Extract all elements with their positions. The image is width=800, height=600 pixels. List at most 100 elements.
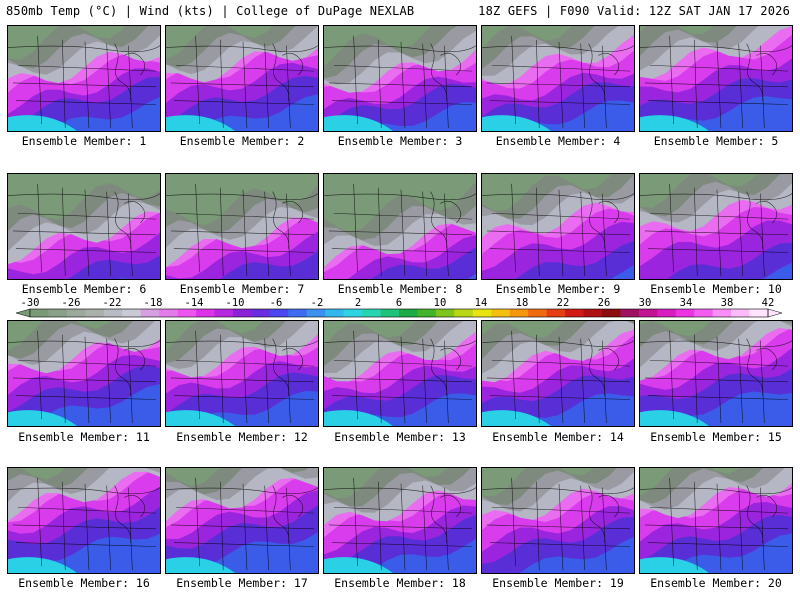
ensemble-member-label: Ensemble Member: 17 (176, 576, 308, 590)
colorbar-tick-label: 18 (515, 297, 529, 309)
ensemble-member-label: Ensemble Member: 7 (179, 282, 305, 296)
colorbar-tick-label: 26 (597, 297, 611, 309)
ensemble-map-panel (323, 320, 477, 427)
colorbar-swatch (417, 309, 437, 317)
ensemble-member-label: Ensemble Member: 14 (492, 430, 624, 444)
colorbar-swatch (435, 309, 455, 317)
colorbar-max-arrow (767, 308, 783, 318)
ensemble-map-panel (165, 467, 319, 574)
ensemble-map-panel (165, 173, 319, 280)
colorbar-swatch (454, 309, 474, 317)
ensemble-map-panel (165, 320, 319, 427)
chart-title: 850mb Temp (°C) | Wind (kts) | College o… (6, 4, 415, 18)
temperature-colorbar (15, 308, 783, 318)
ensemble-map-panel (7, 467, 161, 574)
colorbar-swatch (66, 309, 86, 317)
ensemble-member-label: Ensemble Member: 8 (337, 282, 463, 296)
colorbar-swatch (749, 309, 769, 317)
colorbar-swatch (325, 309, 344, 317)
colorbar-swatch (30, 309, 49, 317)
colorbar-swatch (675, 309, 695, 317)
colorbar-swatch (343, 309, 363, 317)
ensemble-map-panel (481, 25, 635, 132)
colorbar-swatch (472, 309, 492, 317)
colorbar-swatch (214, 309, 234, 317)
ensemble-map-panel (481, 320, 635, 427)
colorbar-tick-label: -18 (143, 297, 163, 309)
ensemble-member-label: Ensemble Member: 1 (21, 134, 147, 148)
colorbar-swatch (48, 309, 68, 317)
colorbar-swatch (509, 309, 529, 317)
colorbar-swatch (399, 309, 418, 317)
colorbar-swatch (140, 309, 160, 317)
run-valid-time: 18Z GEFS | F090 Valid: 12Z SAT JAN 17 20… (478, 4, 790, 18)
ensemble-member-label: Ensemble Member: 15 (650, 430, 782, 444)
ensemble-map-panel (323, 25, 477, 132)
colorbar-tick-label: 30 (638, 297, 652, 309)
ensemble-member-label: Ensemble Member: 20 (650, 576, 782, 590)
colorbar-swatch (528, 309, 547, 317)
colorbar-swatch (362, 309, 381, 317)
ensemble-map-panel (639, 467, 793, 574)
colorbar-swatch (491, 309, 510, 317)
colorbar-swatch (159, 309, 178, 317)
ensemble-map-panel (639, 173, 793, 280)
colorbar-swatch (657, 309, 677, 317)
ensemble-map-panel (481, 173, 635, 280)
colorbar-tick-label: -30 (20, 297, 40, 309)
colorbar-tick-label: -22 (102, 297, 122, 309)
colorbar-tick-label: 6 (395, 297, 403, 309)
colorbar-min-arrow (15, 308, 31, 318)
colorbar-swatch (565, 309, 584, 317)
ensemble-map-panel (639, 320, 793, 427)
ensemble-map-panel (165, 25, 319, 132)
colorbar-swatch (620, 309, 640, 317)
ensemble-map-panel (7, 320, 161, 427)
ensemble-map-panel (639, 25, 793, 132)
colorbar-swatch (269, 309, 289, 317)
ensemble-member-label: Ensemble Member: 9 (495, 282, 621, 296)
colorbar-swatch (122, 309, 141, 317)
colorbar-tick-label: 38 (720, 297, 734, 309)
ensemble-member-label: Ensemble Member: 5 (653, 134, 779, 148)
colorbar-tick-label: 42 (761, 297, 775, 309)
colorbar-swatch (601, 309, 621, 317)
ensemble-map-panel (481, 467, 635, 574)
colorbar-swatch (103, 309, 123, 317)
colorbar-swatch (288, 309, 308, 317)
colorbar-swatch (306, 309, 326, 317)
ensemble-map-panel (323, 467, 477, 574)
ensemble-member-label: Ensemble Member: 18 (334, 576, 466, 590)
colorbar-swatch (731, 309, 750, 317)
colorbar-tick-label: -14 (184, 297, 204, 309)
colorbar-swatch (638, 309, 658, 317)
ensemble-member-label: Ensemble Member: 3 (337, 134, 463, 148)
ensemble-map-panel (7, 173, 161, 280)
colorbar-tick-label: 22 (556, 297, 570, 309)
ensemble-member-label: Ensemble Member: 19 (492, 576, 624, 590)
colorbar-tick-label: 14 (474, 297, 488, 309)
colorbar-tick-label: -2 (310, 297, 324, 309)
colorbar-swatch (251, 309, 271, 317)
ensemble-member-label: Ensemble Member: 10 (650, 282, 782, 296)
colorbar-tick-label: 2 (354, 297, 362, 309)
ensemble-member-label: Ensemble Member: 13 (334, 430, 466, 444)
colorbar-swatch (694, 309, 713, 317)
ensemble-member-label: Ensemble Member: 16 (18, 576, 150, 590)
colorbar-swatch (177, 309, 197, 317)
colorbar-tick-label: -6 (269, 297, 283, 309)
ensemble-member-label: Ensemble Member: 11 (18, 430, 150, 444)
colorbar-swatch (85, 309, 105, 317)
ensemble-member-label: Ensemble Member: 2 (179, 134, 305, 148)
colorbar-swatch (712, 309, 732, 317)
ensemble-map-panel (323, 173, 477, 280)
colorbar-tick-label: -10 (225, 297, 245, 309)
ensemble-map-panel (7, 25, 161, 132)
colorbar-swatch (380, 309, 400, 317)
colorbar-tick-labels: -30 -26 -22 -18 -14 -10 -6 -2 2 6 10 14 18 22 26 30 34 38… (0, 297, 800, 309)
colorbar-tick-label: 10 (433, 297, 447, 309)
ensemble-member-label: Ensemble Member: 4 (495, 134, 621, 148)
colorbar-tick-label: -26 (61, 297, 81, 309)
colorbar-swatch (196, 309, 215, 317)
colorbar-swatch (583, 309, 603, 317)
